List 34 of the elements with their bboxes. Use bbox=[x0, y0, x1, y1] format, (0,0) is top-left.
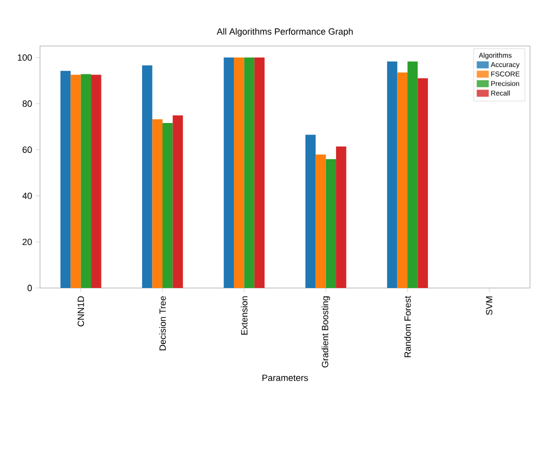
bar bbox=[60, 70, 71, 288]
x-tick-label: Extension bbox=[240, 296, 248, 335]
bar bbox=[305, 134, 316, 288]
bar bbox=[234, 58, 244, 288]
bar bbox=[316, 154, 326, 288]
y-tick-label: 60 bbox=[22, 146, 32, 153]
y-tick-label: 20 bbox=[22, 238, 32, 246]
bar bbox=[162, 122, 173, 288]
y-tick-label: 40 bbox=[22, 192, 32, 199]
bar bbox=[244, 58, 254, 288]
bar bbox=[408, 61, 418, 288]
chart-title: All Algorithms Performance Graph bbox=[216, 28, 353, 36]
bar bbox=[254, 58, 265, 288]
bar bbox=[326, 159, 336, 288]
bar bbox=[387, 61, 398, 288]
x-tick-label: Gradient Boosting bbox=[322, 296, 330, 368]
y-tick-label: 100 bbox=[18, 54, 32, 61]
x-tick-label: Decision Tree bbox=[159, 296, 166, 350]
x-axis-title: Parameters bbox=[262, 374, 308, 381]
bar bbox=[142, 65, 152, 288]
bar bbox=[80, 74, 92, 288]
x-tick-label: SVM bbox=[486, 296, 492, 315]
x-tick-label: Random Forest bbox=[404, 296, 411, 358]
bar bbox=[152, 119, 163, 288]
bar bbox=[172, 115, 183, 288]
y-tick-label: 80 bbox=[22, 100, 32, 107]
bar bbox=[336, 146, 346, 288]
bar bbox=[397, 72, 408, 288]
y-tick-label: 0 bbox=[28, 284, 32, 292]
bar bbox=[224, 58, 234, 288]
bar bbox=[70, 74, 81, 288]
bar bbox=[418, 78, 428, 288]
x-tick-label: CNN1D bbox=[78, 296, 84, 326]
bar bbox=[91, 74, 102, 288]
